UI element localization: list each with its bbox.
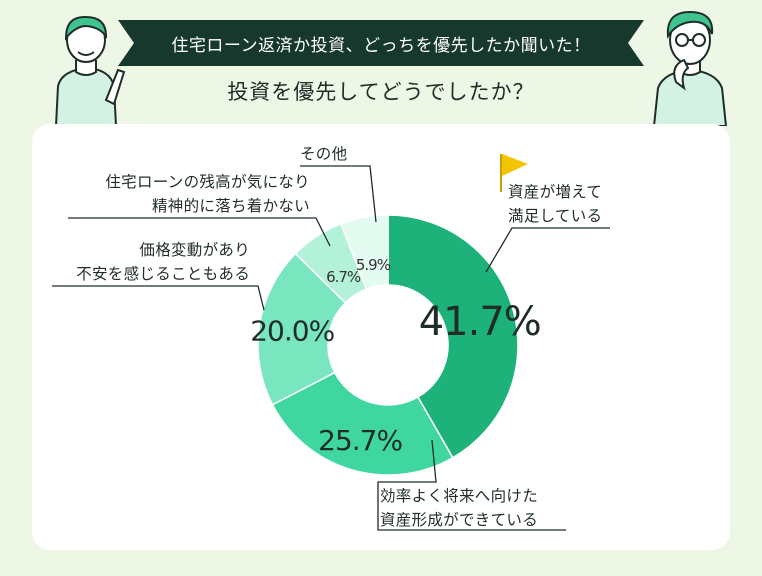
label-assets-up: 資産が増えて 満足している (508, 183, 603, 225)
value-label-loan-worry: 6.7% (326, 268, 361, 286)
question-subtitle: 投資を優先してどうでしたか？ (227, 80, 535, 104)
slice-assets-up (387, 214, 519, 459)
value-label-future-assets: 25.7% (318, 424, 402, 457)
title-banner: 住宅ローン返済か投資、どっちを優先したか聞いた！ (118, 20, 644, 66)
leader-line-future-assets (377, 439, 566, 531)
label-other: その他 (300, 145, 348, 163)
woman-pointing-illustration (54, 15, 126, 126)
leader-line-anxiety (52, 285, 265, 311)
leader-line-other (300, 165, 377, 223)
slice-anxiety (257, 252, 347, 406)
slice-future-assets (271, 371, 454, 476)
leader-line-assets-up (485, 227, 610, 273)
slice-other (339, 214, 389, 291)
flag-icon (500, 154, 528, 192)
value-label-assets-up: 41.7% (419, 299, 541, 345)
value-label-anxiety: 20.0% (250, 315, 334, 348)
banner-title: 住宅ローン返済か投資、どっちを優先したか聞いた！ (171, 35, 591, 56)
leader-line-loan-worry (68, 217, 331, 247)
value-label-other: 5.9% (356, 256, 391, 274)
man-thinking-illustration (652, 10, 728, 126)
label-future-assets: 効率よく将来へ向けた 資産形成ができている (380, 487, 539, 529)
label-loan-worry: 住宅ローンの残高が気になり 精神的に落ち着かない (105, 173, 310, 215)
chart-card (32, 124, 730, 550)
label-anxiety: 価格変動があり 不安を感じることもある (76, 241, 250, 283)
